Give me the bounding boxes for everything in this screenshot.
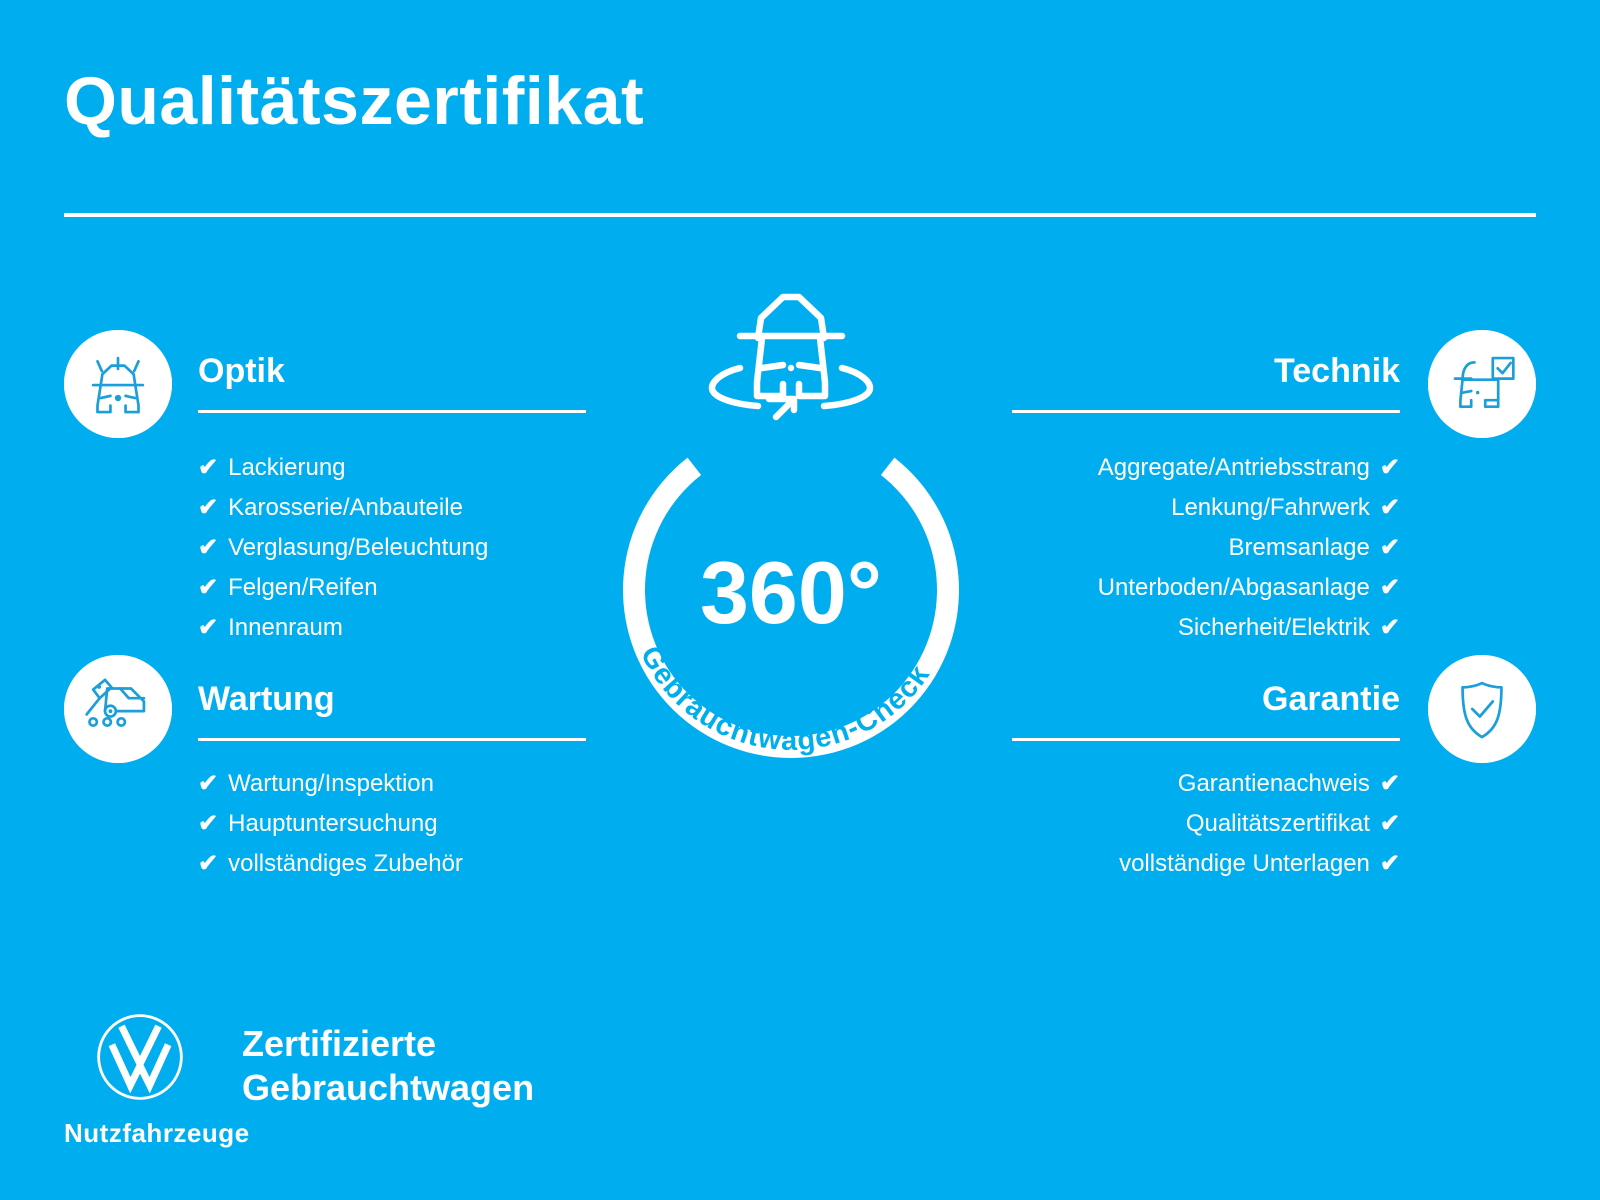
svg-text:Gebrauchtwagen-Check: Gebrauchtwagen-Check	[634, 641, 936, 757]
svg-text:360°: 360°	[700, 543, 882, 642]
